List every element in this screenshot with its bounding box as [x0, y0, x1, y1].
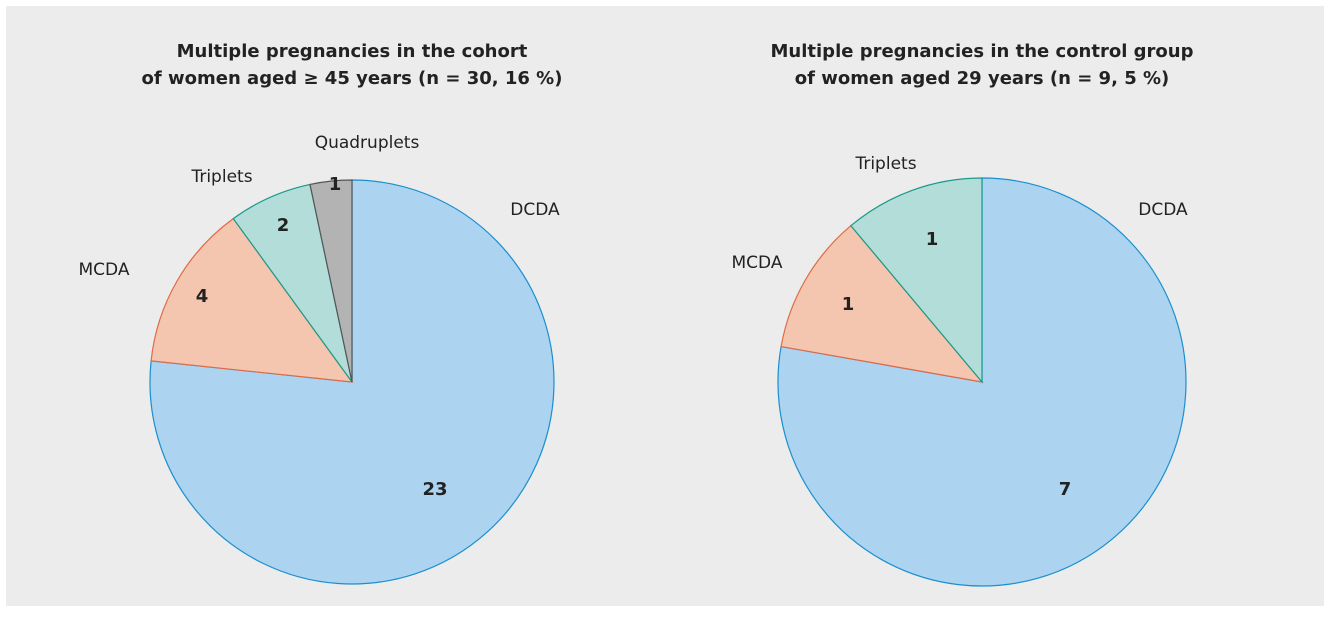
value-label: 4	[196, 286, 209, 307]
category-label: MCDA	[732, 253, 783, 273]
pie-slice	[150, 217, 354, 383]
value-label: 1	[329, 174, 342, 195]
chart-title: of women aged 29 years (n = 9, 5 %)	[795, 68, 1170, 89]
category-label: Triplets	[854, 154, 916, 174]
value-label: 1	[926, 229, 939, 250]
value-label: 2	[277, 215, 290, 236]
category-label: Quadruplets	[315, 133, 420, 153]
pie-slice	[309, 179, 353, 383]
pie-slice	[780, 224, 984, 383]
chart-title: of women aged ≥ 45 years (n = 30, 16 %)	[142, 68, 563, 89]
value-label: 23	[422, 479, 447, 500]
value-label: 1	[842, 294, 855, 315]
pie-slice	[850, 177, 983, 384]
chart-title: Multiple pregnancies in the control grou…	[771, 41, 1194, 62]
category-label: DCDA	[510, 200, 560, 220]
category-label: MCDA	[79, 260, 130, 280]
category-label: DCDA	[1138, 200, 1188, 220]
chart-title: Multiple pregnancies in the cohort	[177, 41, 528, 62]
category-label: Triplets	[190, 167, 252, 187]
value-label: 7	[1059, 479, 1072, 500]
